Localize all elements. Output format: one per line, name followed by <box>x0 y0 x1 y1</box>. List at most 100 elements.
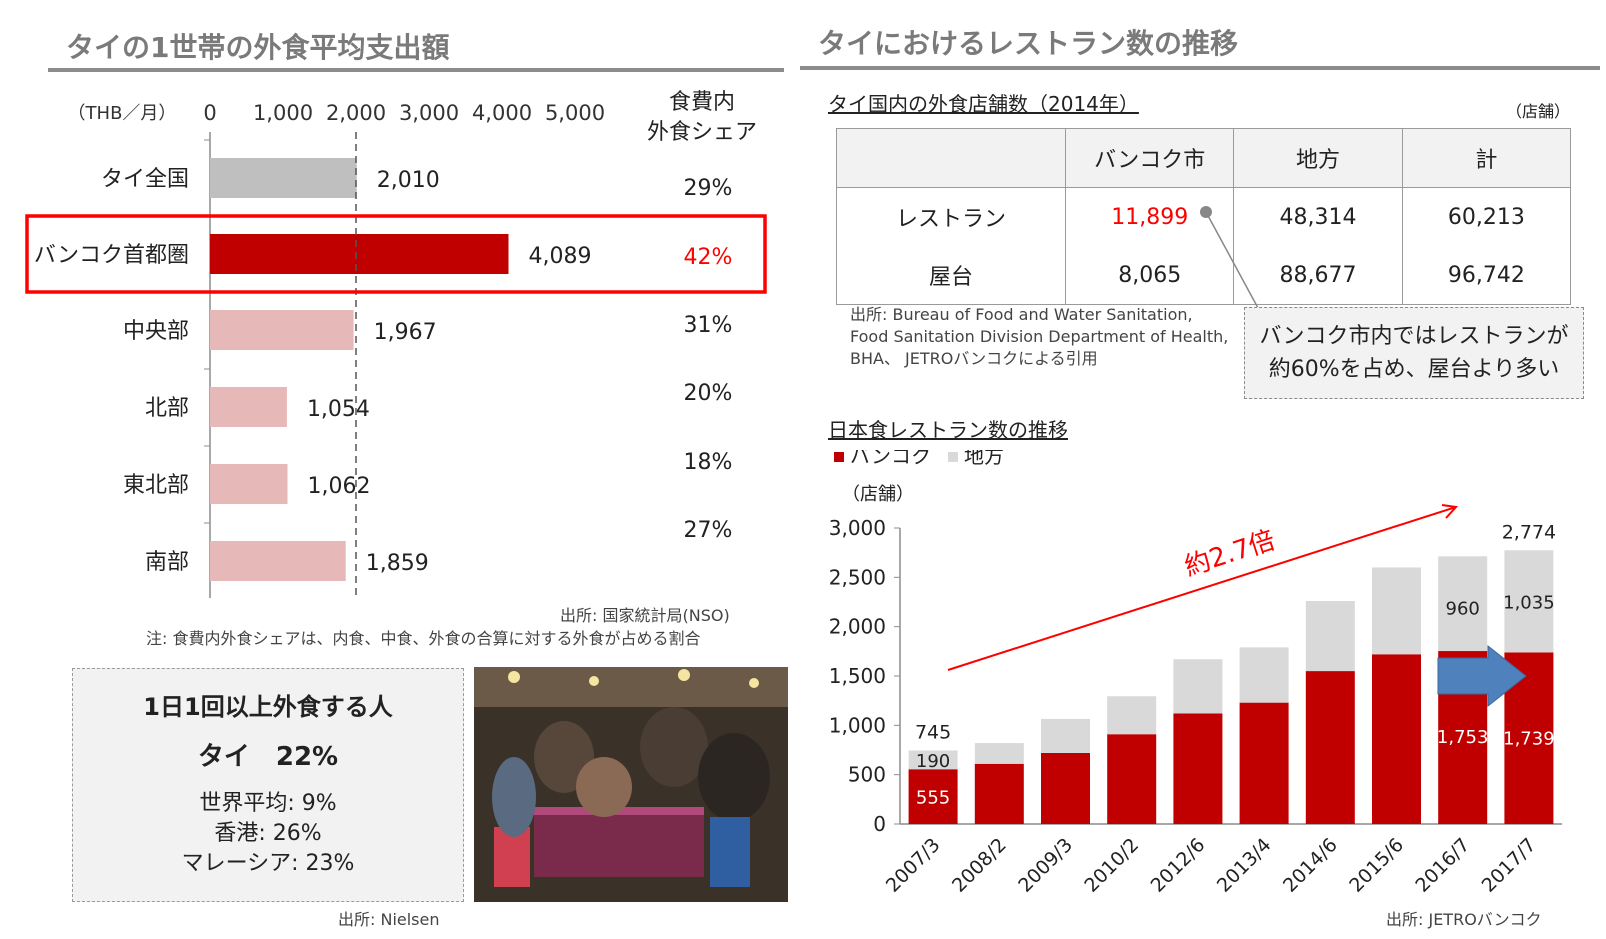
value-label: 1,859 <box>366 551 429 576</box>
night-market-photo <box>474 667 788 902</box>
x-tick-label: 3,000 <box>399 101 459 125</box>
regional-bar <box>1239 647 1289 703</box>
x-tick-label: 2013/4 <box>1213 834 1276 897</box>
x-tick-label: 2,000 <box>326 101 386 125</box>
table-source-line3: BHA、 JETROバンコクによる引用 <box>850 349 1098 368</box>
expenditure-labels: タイ全国 2,010 29% バンコク首都圏 4,089 42% 中央部 1,967 31% 北部… <box>34 167 733 576</box>
regional-bar <box>1305 601 1355 672</box>
value-label: 4,089 <box>528 244 591 269</box>
bangkok-bar <box>1305 671 1355 824</box>
x-tick-label: 2010/2 <box>1080 834 1143 897</box>
regional-bar <box>1041 718 1090 753</box>
night-market-photo-drawing <box>474 667 788 902</box>
x-tick-label: 2009/3 <box>1014 834 1077 897</box>
regional-value-label: 190 <box>916 751 950 772</box>
x-tick-label: 4,000 <box>472 101 532 125</box>
survey-comparisons: 世界平均: 9% 香港: 26% マレーシア: 23% <box>73 789 463 879</box>
regional-bar <box>1107 696 1157 735</box>
total-label: 2,774 <box>1502 521 1556 543</box>
japanese-restaurant-chart: バンコク 地方 （店舗） 0 500 1,000 1,500 2,000 2,500 3,00… <box>829 450 1562 897</box>
x-tick-label: 2016/7 <box>1411 834 1474 897</box>
y-tick-label: 3,000 <box>829 516 886 540</box>
regional-bar <box>974 743 1024 764</box>
left-note: 注: 食費内外食シェアは、内食、中食、外食の合算に対する外食が占める割合 <box>146 629 701 648</box>
value-label: 1,967 <box>374 320 437 345</box>
share-header-line2: 外食シェア <box>646 120 757 145</box>
bangkok-bar <box>1173 713 1223 824</box>
x-tick-label: 2015/6 <box>1345 834 1408 897</box>
total-label: 745 <box>915 721 951 743</box>
bangkok-value-label: 1,739 <box>1503 728 1555 749</box>
unit-label: （THB／月） <box>68 103 177 124</box>
growth-arrow-line <box>947 506 1457 671</box>
right-section-title: タイにおけるレストラン数の推移 <box>818 27 1239 60</box>
expenditure-bar <box>210 158 357 198</box>
y-axis-unit-label: （店舗） <box>842 484 914 505</box>
share-header: 食費内 外食シェア <box>632 88 772 148</box>
legend-label: バンコク <box>850 450 931 468</box>
bangkok-highlight-box <box>25 214 767 294</box>
share-label: 29% <box>684 176 733 201</box>
x-tick-label: 1,000 <box>253 101 313 125</box>
growth-arrow-head <box>1441 504 1459 519</box>
x-tick-label: 2017/7 <box>1478 834 1541 897</box>
store-table-title: タイ国内の外食店舗数（2014年） <box>828 92 1139 116</box>
stacked-bars <box>908 550 1554 824</box>
x-axis-ticks: 0 1,000 2,000 3,000 4,000 5,000 <box>203 101 605 125</box>
callout-line1: バンコク市内ではレストランが <box>1259 324 1569 349</box>
table-cell: レストラン <box>835 187 1067 246</box>
bangkok-bar <box>1239 702 1289 824</box>
share-label: 18% <box>684 450 733 475</box>
regional-bar <box>1438 556 1488 652</box>
share-header-line1: 食費内 <box>668 90 735 115</box>
x-tick-label: 2012/6 <box>1147 834 1210 897</box>
store-count-table: バンコク市 地方 計 レストラン 11,899 48,314 60,213 屋台… <box>835 128 1572 305</box>
x-tick-label: 2008/2 <box>948 834 1011 897</box>
category-label: 中央部 <box>123 319 189 344</box>
bangkok-bar <box>974 763 1024 824</box>
left-section-title: タイの1世帯の外食平均支出額 <box>66 31 450 64</box>
flat-trend-arrow <box>1437 644 1527 708</box>
right-title-underline <box>800 66 1600 70</box>
left-title-underline <box>48 68 784 72</box>
jp-chart-source: 出所: JETROバンコク <box>1386 910 1542 929</box>
left-source: 出所: 国家統計局(NSO) <box>560 606 730 625</box>
bangkok-bar <box>1107 734 1157 824</box>
category-label: 北部 <box>145 396 189 421</box>
legend-swatch-bangkok <box>834 452 844 462</box>
table-cell: 8,065 <box>1065 246 1235 305</box>
survey-source: 出所: Nielsen <box>338 910 440 929</box>
value-label: 1,054 <box>307 397 370 422</box>
bangkok-value-label: 1,753 <box>1437 727 1489 748</box>
x-tick-label: 2014/6 <box>1279 834 1342 897</box>
expenditure-chart: （THB／月） 0 1,000 2,000 3,000 4,000 5,000 タイ全国 2… <box>25 101 767 598</box>
chart-legend: バンコク 地方 <box>834 450 1004 468</box>
expenditure-bar <box>210 234 509 274</box>
regional-bar <box>1372 567 1421 655</box>
x-tick-label: 2007/3 <box>882 834 945 897</box>
table-cell: 96,742 <box>1401 246 1572 305</box>
table-source: 出所: Bureau of Food and Water Sanitation,… <box>850 304 1228 370</box>
bangkok-bar <box>1041 752 1090 824</box>
survey-line-world: 世界平均: 9% <box>199 791 337 816</box>
table-header-cell: 計 <box>1401 128 1572 188</box>
regional-bar <box>1173 659 1223 714</box>
store-table-unit: （店舗） <box>1506 102 1571 121</box>
regional-bar <box>1504 550 1554 653</box>
eating-out-survey-box: 1日1回以上外食する人 タイ 22% 世界平均: 9% 香港: 26% マレーシ… <box>72 668 464 902</box>
category-label: バンコク首都圏 <box>34 243 189 268</box>
table-source-line1: 出所: Bureau of Food and Water Sanitation, <box>850 305 1193 324</box>
share-label: 31% <box>684 313 733 338</box>
value-label: 1,062 <box>308 474 371 499</box>
regional-value-label: 1,035 <box>1503 592 1555 613</box>
y-tick-label: 1,500 <box>829 664 886 688</box>
category-label: 東北部 <box>123 473 189 498</box>
survey-line-malaysia: マレーシア: 23% <box>181 851 355 876</box>
bangkok-bar <box>1372 654 1421 824</box>
y-tick-label: 2,500 <box>829 565 886 589</box>
share-label: 27% <box>684 518 733 543</box>
table-header-cell: 地方 <box>1233 128 1403 188</box>
survey-heading: 1日1回以上外食する人 <box>143 693 393 721</box>
legend-swatch-regional <box>948 452 958 462</box>
share-label: 42% <box>684 245 733 270</box>
